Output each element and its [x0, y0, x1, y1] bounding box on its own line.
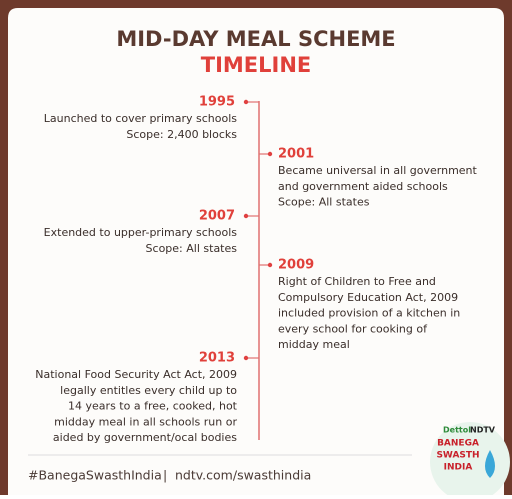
event-text: Right of Children to Free and [278, 275, 436, 288]
event-year: 2009 [278, 258, 314, 273]
logo-partner: NDTV [470, 426, 496, 435]
event-text: National Food Security Act Act, 2009 [35, 368, 237, 381]
event-text: Extended to upper-primary schools [44, 226, 238, 239]
event-text: midday meal in all schools run or [54, 415, 237, 428]
event-text: Launched to cover primary schools [44, 112, 238, 125]
event-text: every school for cooking of [278, 322, 428, 335]
event-text: legally entitles every child up to [60, 384, 237, 397]
event-year: 2007 [199, 209, 235, 224]
event-text: Scope: All states [146, 242, 238, 255]
dot [267, 262, 273, 268]
logo-line: SWASTH [436, 451, 479, 461]
separator: | [163, 468, 167, 483]
event-year: 2013 [199, 351, 235, 366]
event-text: 14 years to a free, cooked, hot [68, 400, 238, 413]
logo-line: BANEGA [437, 439, 479, 449]
event-text: and government aided schools [278, 180, 448, 193]
logo: Dettol NDTV BANEGA SWASTH INDIA [430, 422, 510, 499]
logo-line: INDIA [444, 463, 473, 473]
logo-badge [430, 422, 510, 499]
event-year: 1995 [199, 95, 235, 110]
event-year: 2001 [278, 147, 314, 162]
hashtag: #BanegaSwasthIndia [28, 468, 162, 483]
card [8, 8, 504, 495]
event-text: aided by government/ocal bodies [53, 431, 237, 444]
title: MID-DAY MEAL SCHEME [116, 27, 395, 51]
event-text: Became universal in all government [278, 164, 478, 177]
event-text: Scope: 2,400 blocks [126, 128, 237, 141]
dot [243, 355, 249, 361]
logo-drop [485, 450, 495, 478]
event-text: Compulsory Education Act, 2009 [278, 291, 458, 304]
url: ndtv.com/swasthindia [175, 468, 311, 483]
event-text: midday meal [278, 338, 350, 351]
dot [243, 99, 249, 105]
logo-brand: Dettol [443, 426, 471, 435]
event-text: included provision of a kitchen in [278, 307, 460, 320]
dot [267, 151, 273, 157]
dot [243, 213, 249, 219]
event-text: Scope: All states [278, 196, 370, 209]
subtitle: TIMELINE [201, 53, 312, 77]
